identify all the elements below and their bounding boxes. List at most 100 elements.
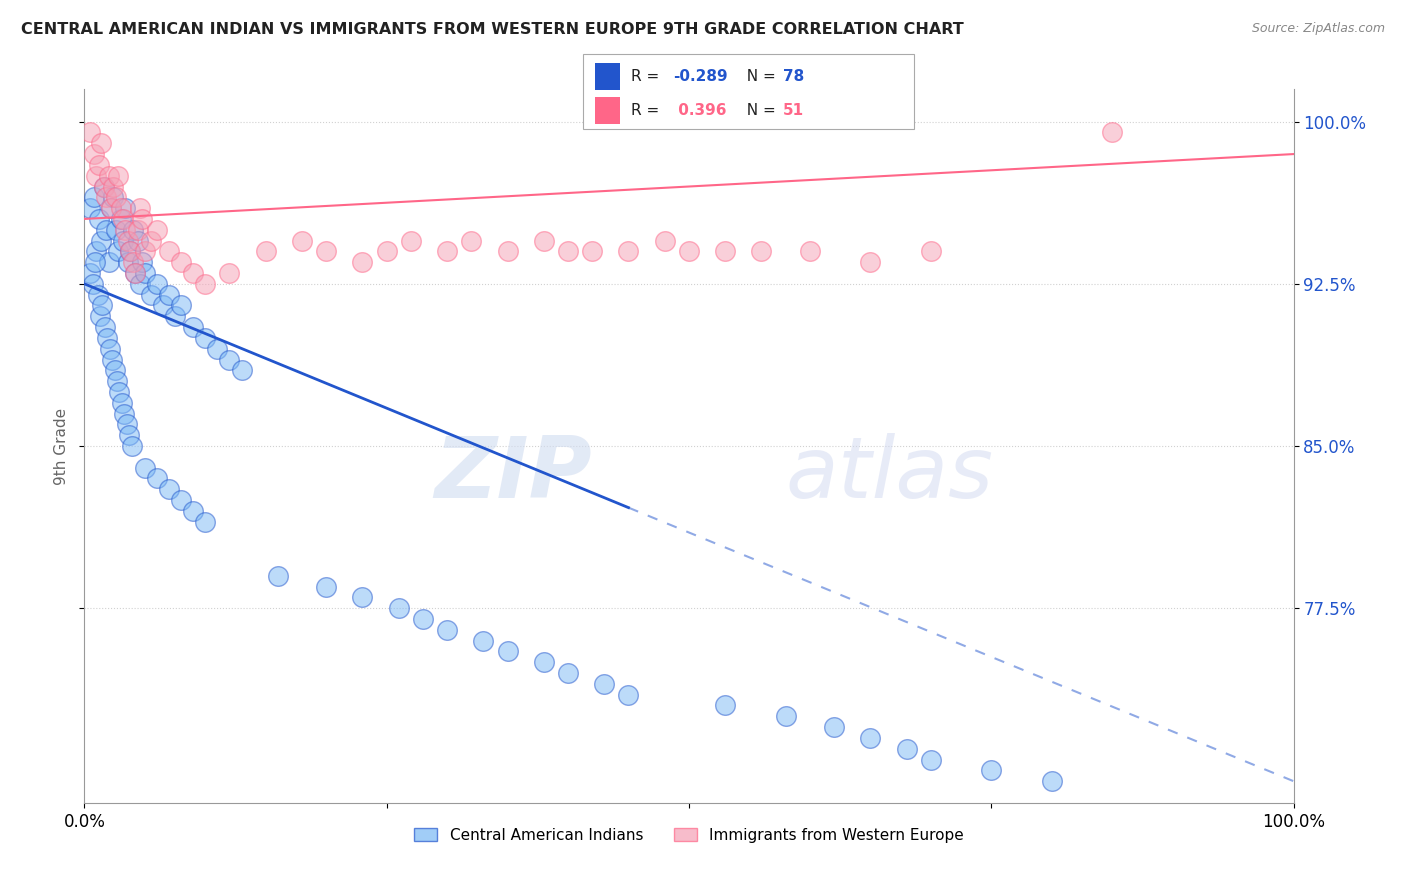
Point <box>96 331 118 345</box>
Point <box>352 591 374 605</box>
Point <box>129 277 152 291</box>
Point <box>181 504 204 518</box>
Point <box>100 201 122 215</box>
Text: Source: ZipAtlas.com: Source: ZipAtlas.com <box>1251 22 1385 36</box>
Point <box>412 612 434 626</box>
Legend: Central American Indians, Immigrants from Western Europe: Central American Indians, Immigrants fro… <box>408 822 970 848</box>
Point <box>112 211 135 226</box>
Point <box>859 255 882 269</box>
Point <box>617 688 640 702</box>
Point <box>207 342 229 356</box>
Point <box>920 244 942 259</box>
Point <box>352 255 374 269</box>
Point <box>124 266 146 280</box>
Text: 51: 51 <box>783 103 804 118</box>
Point <box>157 482 180 496</box>
Point <box>94 190 117 204</box>
Point <box>115 417 138 432</box>
Point <box>112 407 135 421</box>
Point <box>165 310 187 324</box>
Point <box>315 580 337 594</box>
Point <box>533 655 555 669</box>
Point <box>87 158 110 172</box>
Point <box>375 244 398 259</box>
Point <box>79 201 101 215</box>
Point <box>218 352 240 367</box>
Point <box>267 568 290 582</box>
Point <box>120 244 142 259</box>
Point <box>131 255 153 269</box>
Text: atlas: atlas <box>786 433 994 516</box>
Point <box>139 234 162 248</box>
Point <box>101 352 124 367</box>
Point <box>799 244 821 259</box>
Point <box>127 223 149 237</box>
Point <box>83 190 105 204</box>
Point <box>110 211 132 226</box>
Point <box>103 190 125 204</box>
Point <box>107 169 129 183</box>
Point <box>181 266 204 280</box>
Point <box>920 753 942 767</box>
Point <box>94 320 117 334</box>
Point <box>146 471 169 485</box>
Point <box>654 234 676 248</box>
Point <box>714 244 737 259</box>
Point <box>117 234 139 248</box>
Point <box>86 169 108 183</box>
Point <box>79 266 101 280</box>
Point <box>139 287 162 301</box>
Point <box>134 460 156 475</box>
Point <box>859 731 882 745</box>
Point <box>388 601 411 615</box>
Text: R =: R = <box>631 103 669 118</box>
Point <box>980 764 1002 778</box>
Point <box>194 277 217 291</box>
Point <box>533 234 555 248</box>
Point <box>121 439 143 453</box>
Point <box>146 277 169 291</box>
Point <box>105 374 128 388</box>
Point <box>157 244 180 259</box>
Text: ZIP: ZIP <box>434 433 592 516</box>
Point <box>84 255 107 269</box>
Point <box>775 709 797 723</box>
Point <box>104 190 127 204</box>
Point <box>714 698 737 713</box>
Point <box>678 244 700 259</box>
Point <box>218 266 240 280</box>
Text: N =: N = <box>737 103 780 118</box>
Text: 78: 78 <box>783 69 804 84</box>
Point <box>114 201 136 215</box>
Point <box>131 211 153 226</box>
Text: CENTRAL AMERICAN INDIAN VS IMMIGRANTS FROM WESTERN EUROPE 9TH GRADE CORRELATION : CENTRAL AMERICAN INDIAN VS IMMIGRANTS FR… <box>21 22 965 37</box>
Point <box>134 244 156 259</box>
Point <box>89 310 111 324</box>
Point <box>90 234 112 248</box>
Point <box>111 396 134 410</box>
Y-axis label: 9th Grade: 9th Grade <box>53 408 69 484</box>
Point <box>107 244 129 259</box>
Point <box>291 234 314 248</box>
Point <box>194 515 217 529</box>
Point <box>170 493 193 508</box>
Point <box>90 136 112 151</box>
Point <box>82 277 104 291</box>
Point <box>97 169 120 183</box>
Point <box>823 720 845 734</box>
Point <box>146 223 169 237</box>
Point <box>87 211 110 226</box>
Point <box>194 331 217 345</box>
Point <box>557 666 579 681</box>
Point <box>112 234 135 248</box>
Point <box>581 244 603 259</box>
Point <box>617 244 640 259</box>
Point <box>231 363 253 377</box>
Point <box>97 255 120 269</box>
Point <box>124 266 146 280</box>
Point <box>472 633 495 648</box>
Point <box>94 223 117 237</box>
Point <box>127 234 149 248</box>
Point <box>181 320 204 334</box>
Point <box>436 623 458 637</box>
